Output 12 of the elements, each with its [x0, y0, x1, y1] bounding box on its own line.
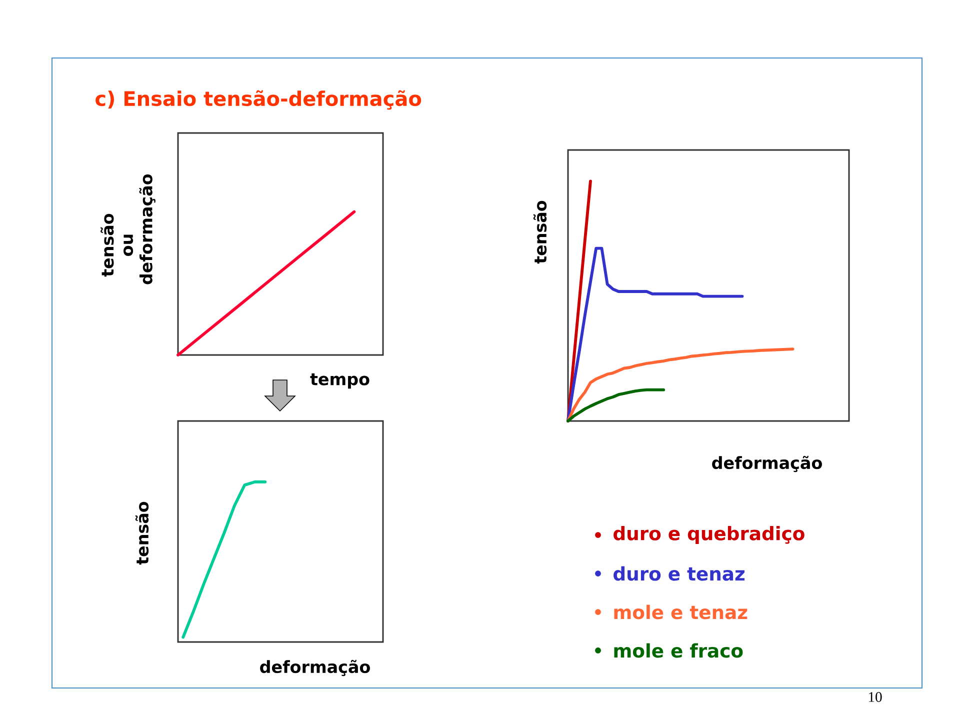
legend-label: duro e quebradiço: [614, 526, 804, 544]
x-axis-title: deformação: [712, 456, 822, 472]
text: 10: [868, 692, 882, 702]
legend-label: duro e tenaz: [614, 566, 744, 581]
y-axis-title: tensão ou deformação: [100, 174, 156, 284]
x-axis-title: tempo: [310, 373, 370, 389]
legend-label: mole e tenaz: [614, 604, 748, 620]
x-axis-title: deformação: [260, 660, 370, 676]
chart-title: c) Ensaio tensão-deformação: [96, 90, 422, 110]
legend-label: mole e fraco: [614, 643, 743, 658]
y-axis-title: tensão: [533, 200, 547, 264]
y-axis-title: tensão: [135, 502, 149, 565]
